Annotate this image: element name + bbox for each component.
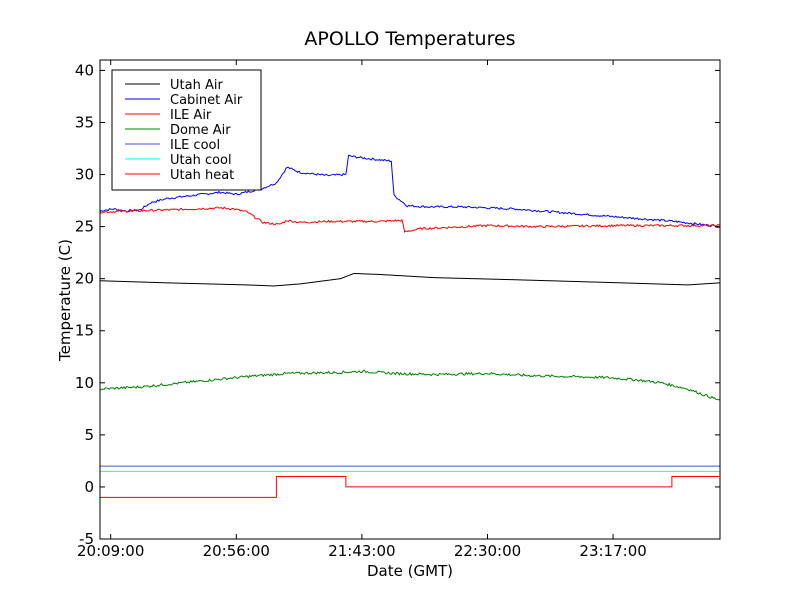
x-tick-label: 21:43:00 bbox=[328, 542, 395, 560]
legend-label: Utah heat bbox=[170, 168, 234, 183]
legend-label: Utah cool bbox=[170, 153, 232, 168]
y-tick-label: 30 bbox=[75, 166, 94, 184]
plot-frame bbox=[99, 59, 721, 540]
legend-label: Cabinet Air bbox=[170, 93, 243, 108]
x-tick-label: 23:17:00 bbox=[579, 542, 646, 560]
legend-label: Dome Air bbox=[170, 123, 231, 138]
plot-area: -5 0 5 10 15 20 25 30 35 40 20:09:00 20:56:00 21:43:… bbox=[75, 59, 721, 560]
y-tick-label: -5 bbox=[79, 530, 94, 548]
series-line-utah-air bbox=[100, 272, 720, 287]
x-tick-label: 20:09:00 bbox=[77, 542, 144, 560]
series-line-cabinet-air bbox=[100, 154, 720, 228]
series-line-dome-air bbox=[100, 369, 720, 401]
x-tick-label: 20:56:00 bbox=[203, 542, 270, 560]
y-tick-label: 15 bbox=[75, 322, 94, 340]
y-tick-label: 25 bbox=[75, 218, 94, 236]
y-tick-label: 35 bbox=[75, 113, 94, 131]
legend-label: ILE cool bbox=[170, 138, 220, 153]
legend-label: ILE Air bbox=[170, 108, 212, 123]
y-tick-label: 20 bbox=[75, 270, 94, 288]
series-line-utah-heat bbox=[100, 476, 720, 498]
legend-box bbox=[111, 69, 262, 191]
x-tick-label: 22:30:00 bbox=[454, 542, 521, 560]
series-line-ile-air bbox=[100, 206, 720, 233]
y-tick-label: 5 bbox=[84, 426, 94, 444]
y-axis-label: Temperature (C) bbox=[56, 239, 74, 362]
y-tick-label: 40 bbox=[75, 61, 94, 79]
series-group bbox=[100, 154, 720, 498]
chart-title: APOLLO Temperatures bbox=[304, 28, 515, 50]
y-tick-label: 10 bbox=[75, 374, 94, 392]
legend-label: Utah Air bbox=[170, 78, 223, 93]
y-tick-label: 0 bbox=[84, 478, 94, 496]
x-axis-label: Date (GMT) bbox=[367, 562, 453, 580]
